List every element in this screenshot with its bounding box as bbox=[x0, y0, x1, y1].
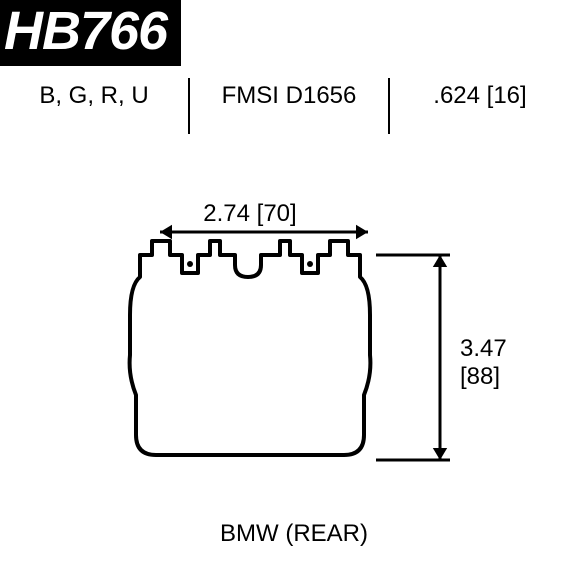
brake-pad-outline bbox=[120, 205, 380, 455]
page-root: HB766 B, G, R, UFMSI D1656.624 [16] 2.74… bbox=[0, 0, 570, 570]
